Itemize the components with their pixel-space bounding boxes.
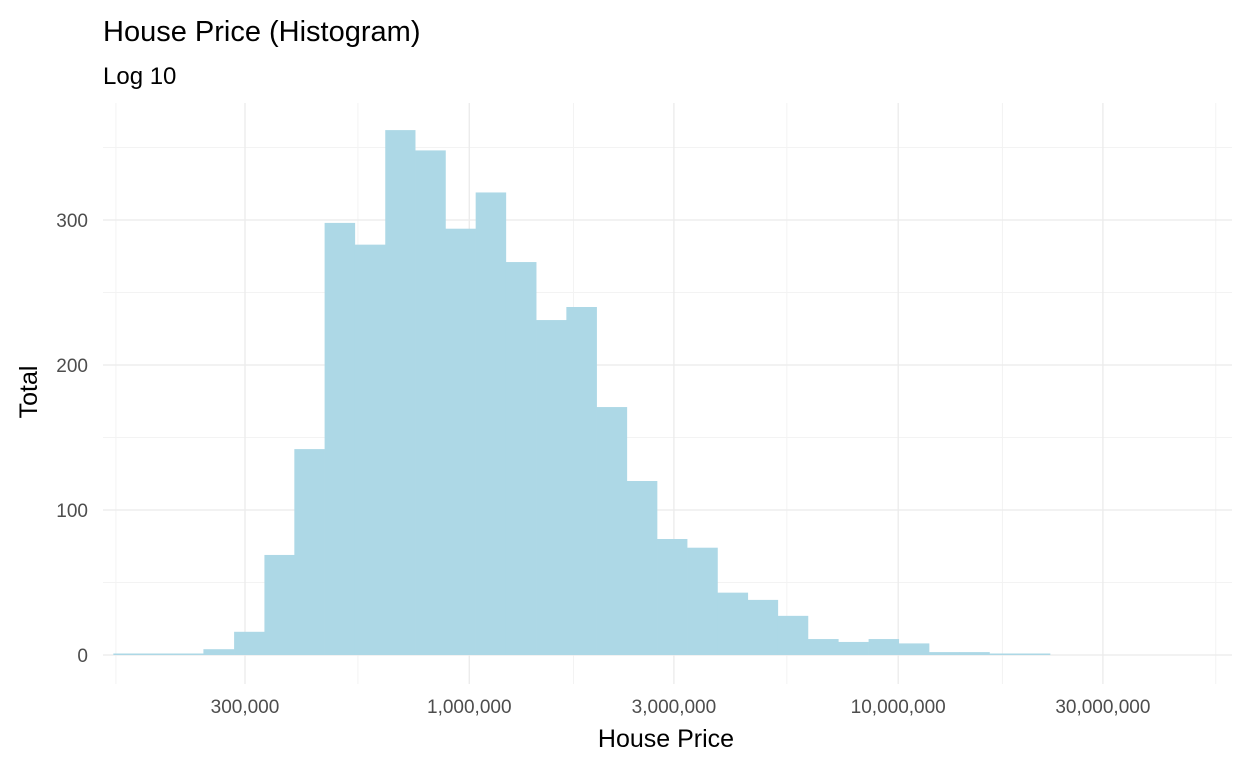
histogram-bar-5 (264, 554, 295, 655)
histogram-bar-23 (807, 639, 839, 655)
x-tick-label: 10,000,000 (851, 697, 946, 718)
histogram-bar-0 (113, 653, 144, 655)
histogram-bar-30 (1019, 653, 1051, 655)
histogram-bar-11 (445, 228, 476, 655)
histogram-bar-3 (203, 649, 235, 655)
histogram-bar-4 (234, 631, 265, 655)
histogram-bar-10 (415, 150, 446, 655)
y-tick-label: 100 (56, 501, 88, 522)
histogram-bar-26 (898, 643, 930, 655)
histogram-bar-20 (717, 592, 749, 655)
y-axis-title: Total (15, 366, 43, 419)
histogram-bar-17 (626, 481, 658, 655)
bars-layer (113, 130, 1051, 656)
histogram-bar-24 (838, 641, 869, 655)
y-tick-labels: 0 100 200 300 (56, 211, 88, 667)
y-tick-label: 200 (56, 356, 88, 377)
histogram-bar-29 (989, 653, 1021, 655)
histogram-bar-1 (143, 653, 174, 655)
histogram-bar-21 (747, 599, 779, 655)
x-tick-label: 3,000,000 (632, 697, 717, 718)
histogram-bar-18 (657, 539, 688, 655)
chart-title: House Price (Histogram) (103, 16, 420, 48)
histogram-bar-8 (354, 244, 386, 655)
histogram-bar-25 (868, 639, 900, 655)
chart-subtitle: Log 10 (103, 63, 176, 90)
y-tick-label: 300 (56, 211, 88, 232)
histogram-bar-13 (505, 262, 537, 655)
histogram-bar-22 (777, 615, 809, 655)
histogram-bar-16 (596, 407, 628, 655)
histogram-bar-14 (536, 320, 567, 655)
histogram-bar-27 (929, 652, 960, 655)
x-tick-label: 300,000 (211, 697, 280, 718)
histogram-bar-6 (294, 449, 325, 655)
histogram-bar-9 (385, 130, 416, 656)
y-tick-label: 0 (77, 646, 88, 667)
histogram-bar-7 (324, 222, 356, 655)
x-tick-label: 1,000,000 (427, 697, 512, 718)
histogram-bar-19 (687, 547, 718, 655)
histogram-bar-28 (959, 652, 990, 655)
histogram-bar-2 (173, 653, 204, 655)
x-tick-label: 30,000,000 (1055, 697, 1150, 718)
histogram-bar-12 (475, 192, 507, 655)
x-tick-labels: 300,000 1,000,000 3,000,000 10,000,000 30,00… (211, 697, 1151, 718)
histogram-bar-15 (566, 307, 597, 655)
x-axis-title: House Price (598, 725, 734, 753)
